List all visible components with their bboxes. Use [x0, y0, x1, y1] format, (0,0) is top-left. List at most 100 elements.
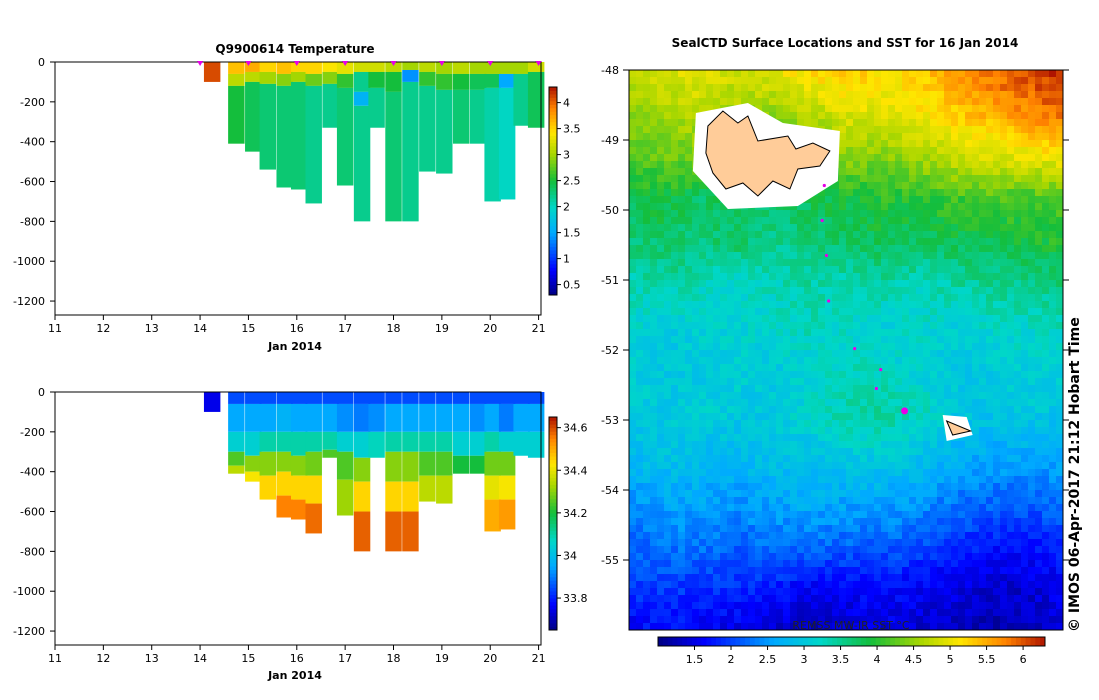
sst-cell	[839, 161, 847, 169]
sst-cell	[1014, 399, 1022, 407]
sst-cell	[727, 483, 735, 491]
sst-cell	[699, 203, 707, 211]
sst-cell	[804, 112, 812, 120]
sst-cell	[888, 560, 896, 568]
sst-cell	[895, 287, 903, 295]
sst-cell	[853, 133, 861, 141]
sst-cell	[776, 441, 784, 449]
sst-cell	[909, 280, 917, 288]
sst-cell	[930, 406, 938, 414]
sst-cell	[629, 287, 637, 295]
sst-cell	[643, 525, 651, 533]
sst-cell	[1000, 161, 1008, 169]
sst-cell	[1000, 497, 1008, 505]
sst-cell	[671, 252, 679, 260]
sst-cell	[1042, 567, 1050, 575]
sst-cell	[825, 427, 833, 435]
sst-cell	[769, 77, 777, 85]
sst-cell	[895, 259, 903, 267]
sst-cell	[1042, 252, 1050, 260]
sst-cell	[699, 301, 707, 309]
sst-cell	[776, 84, 784, 92]
sst-cell	[860, 448, 868, 456]
sst-cell	[860, 140, 868, 148]
sst-cell	[881, 434, 889, 442]
sst-cell	[1021, 504, 1029, 512]
profile-layer	[276, 403, 293, 432]
sst-cell	[930, 301, 938, 309]
sst-cell	[643, 385, 651, 393]
sst-cell	[874, 476, 882, 484]
sst-cell	[1007, 238, 1015, 246]
sst-cell	[664, 287, 672, 295]
sst-cell	[993, 322, 1001, 330]
sst-cell	[937, 98, 945, 106]
sst-cell	[685, 259, 693, 267]
sst-cell	[825, 392, 833, 400]
sst-cell	[895, 427, 903, 435]
sst-cell	[713, 511, 721, 519]
sst-cell	[853, 70, 861, 78]
sst-cell	[664, 343, 672, 351]
sst-cell	[958, 133, 966, 141]
sst-cell	[937, 105, 945, 113]
profile-layer	[276, 431, 293, 452]
sst-cell	[979, 238, 987, 246]
sst-cell	[944, 483, 952, 491]
sst-cell	[867, 357, 875, 365]
sst-cell	[937, 175, 945, 183]
sst-cell	[804, 287, 812, 295]
sst-cell	[867, 105, 875, 113]
sst-cell	[713, 546, 721, 554]
sst-cell	[783, 497, 791, 505]
sst-cell	[692, 357, 700, 365]
sst-cell	[902, 203, 910, 211]
sst-cell	[832, 539, 840, 547]
sst-cell	[1000, 140, 1008, 148]
sst-cell	[650, 434, 658, 442]
sst-cell	[902, 224, 910, 232]
sst-cell	[937, 308, 945, 316]
sst-cell	[1028, 203, 1036, 211]
sst-cell	[1028, 238, 1036, 246]
sst-cell	[734, 420, 742, 428]
sst-cell	[664, 504, 672, 512]
sst-cell	[860, 168, 868, 176]
sst-cell	[783, 427, 791, 435]
sst-cell	[1021, 301, 1029, 309]
sst-cell	[734, 462, 742, 470]
sst-cell	[853, 287, 861, 295]
sst-cell	[769, 567, 777, 575]
sst-cell	[629, 539, 637, 547]
sst-cell	[685, 525, 693, 533]
sst-cell	[874, 525, 882, 533]
sst-cell	[1056, 294, 1064, 302]
sst-cell	[629, 133, 637, 141]
sst-cell	[1042, 434, 1050, 442]
sst-cell	[937, 546, 945, 554]
colorbar-cell	[549, 530, 557, 535]
profile-layer	[336, 479, 354, 516]
sst-cell	[727, 462, 735, 470]
sst-cell	[664, 147, 672, 155]
sst-cell	[839, 469, 847, 477]
sst-cell	[909, 364, 917, 372]
sst-cell	[937, 238, 945, 246]
sst-cell	[671, 217, 679, 225]
sst-cell	[923, 273, 931, 281]
sst-cell	[671, 203, 679, 211]
sst-cell	[790, 70, 798, 78]
sst-cell	[713, 427, 721, 435]
sst-cell	[706, 70, 714, 78]
sst-cell	[657, 168, 665, 176]
sst-cell	[636, 560, 644, 568]
colorbar-cell	[549, 177, 557, 182]
sst-cell	[692, 350, 700, 358]
sst-cell	[874, 329, 882, 337]
sst-cell	[1028, 553, 1036, 561]
sst-cell	[636, 385, 644, 393]
sst-cell	[909, 329, 917, 337]
sst-cell	[874, 189, 882, 197]
colorbar-cell	[549, 159, 557, 164]
sst-cell	[720, 581, 728, 589]
